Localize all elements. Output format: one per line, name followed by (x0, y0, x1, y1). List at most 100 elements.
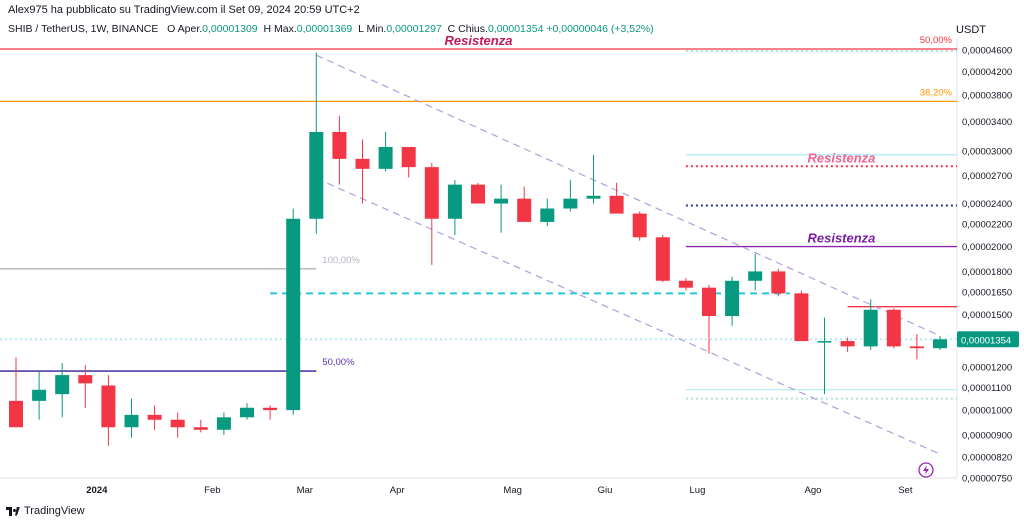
price-tick-label: 0,00001650 (962, 287, 1012, 298)
candle-body (424, 167, 439, 219)
price-tick-label: 0,00002000 (962, 242, 1012, 253)
candle-body (378, 146, 393, 169)
candle-body (170, 419, 185, 428)
candle-body (32, 389, 47, 401)
price-tick-label: 0,00001800 (962, 267, 1012, 278)
candle-body (817, 341, 832, 343)
price-tick-label: 0,00003000 (962, 146, 1012, 157)
candle-body (725, 280, 740, 317)
candle-body (78, 375, 93, 384)
close-label: C (447, 23, 456, 35)
symbol-label[interactable]: SHIB / TetherUS, 1W, BINANCE (8, 23, 159, 35)
candle-body (909, 346, 924, 349)
open-value: 0,00001309 (202, 23, 258, 35)
high-label: H (263, 23, 272, 35)
time-tick-label: Ago (804, 485, 821, 496)
tradingview-footer: TradingView (6, 505, 85, 517)
resistance-label: Resistenza (807, 150, 875, 165)
price-tick-label: 0,00002200 (962, 220, 1012, 231)
price-tick-label: 0,00001200 (962, 363, 1012, 374)
candle-body (794, 293, 809, 342)
high-text: Max. (274, 23, 297, 35)
price-tick-label: 0,00000750 (962, 474, 1012, 485)
candle-body (678, 280, 693, 288)
candle-body (609, 195, 624, 214)
candle-body (863, 309, 878, 347)
time-tick-label: Set (898, 485, 913, 496)
price-tick-label: 0,00000900 (962, 430, 1012, 441)
time-tick-label: Mar (297, 485, 313, 496)
fib-level-label: 50,00% (920, 35, 953, 46)
candle-body (55, 375, 70, 395)
candle-body (101, 385, 116, 428)
time-tick-label: Giu (598, 485, 613, 496)
last-price-badge (957, 331, 1019, 348)
candle-body (286, 218, 301, 411)
time-tick-label: Mag (503, 485, 521, 496)
candle-body (332, 131, 347, 159)
flash-icon[interactable] (918, 462, 934, 478)
candle-body (771, 271, 786, 294)
time-tick-label: Feb (204, 485, 220, 496)
candle-body (309, 131, 324, 219)
candle-body (240, 407, 254, 418)
publication-info: Alex975 ha pubblicato su TradingView.com… (8, 4, 360, 16)
candle-body (886, 309, 901, 347)
open-text: Aper. (177, 23, 203, 35)
last-price-label: 0,00001354 (961, 335, 1011, 346)
low-text: Min. (366, 23, 387, 35)
ohlc-legend: SHIB / TetherUS, 1W, BINANCE O Aper.0,00… (8, 23, 654, 35)
price-unit-label: USDT (956, 24, 986, 36)
candle-body (9, 400, 23, 428)
tradingview-logo-icon (6, 506, 20, 516)
candle-body (517, 198, 532, 222)
candle-body (494, 198, 509, 204)
candle-body (147, 414, 162, 420)
price-tick-label: 0,00003400 (962, 117, 1012, 128)
price-tick-label: 0,00004200 (962, 67, 1012, 78)
tradingview-brand: TradingView (24, 505, 85, 517)
fib-level-label: 38,20% (920, 87, 953, 98)
candle-body (933, 339, 947, 349)
candle-body (447, 184, 462, 219)
candle-body (840, 341, 855, 347)
resistance-label: Resistenza (807, 231, 875, 246)
time-tick-label: Apr (390, 485, 405, 496)
low-label: L (358, 23, 364, 35)
close-text: Chius. (458, 23, 488, 35)
candle-body (632, 213, 647, 238)
low-value: 0,00001297 (386, 23, 442, 35)
price-tick-label: 0,00001100 (962, 383, 1012, 394)
candle-body (124, 414, 139, 428)
open-label: O (167, 23, 176, 35)
price-tick-label: 0,00001000 (962, 406, 1012, 417)
price-tick-label: 0,00001500 (962, 310, 1012, 321)
price-tick-label: 0,00003800 (962, 91, 1012, 102)
close-value: 0,00001354 (487, 23, 544, 35)
price-tick-label: 0,00000820 (962, 452, 1012, 463)
price-tick-label: 0,00004600 (962, 46, 1012, 57)
channel-trendline (316, 177, 941, 455)
time-tick-label: 2024 (86, 485, 108, 496)
candle-body (586, 195, 601, 199)
candle-body (540, 208, 555, 222)
candle-body (748, 271, 763, 281)
candle-body (216, 417, 231, 430)
candle-body (563, 198, 578, 209)
channel-trendline (316, 54, 941, 337)
candle-body (655, 237, 670, 281)
time-tick-label: Lug (690, 485, 706, 496)
candle-body (471, 184, 485, 204)
fib-level-label: 50,00% (322, 357, 355, 368)
candle-body (401, 146, 416, 168)
high-value: 0,00001369 (296, 23, 353, 35)
price-tick-label: 0,00002400 (962, 199, 1012, 210)
candle-body (702, 287, 716, 317)
candle-body (263, 407, 278, 411)
candle-body (355, 158, 370, 169)
fib-level-label: 100,00% (322, 255, 360, 266)
candle-body (193, 427, 208, 430)
change-value: +0,00000046 (+3,52%) (546, 23, 654, 35)
price-tick-label: 0,00002700 (962, 171, 1012, 182)
